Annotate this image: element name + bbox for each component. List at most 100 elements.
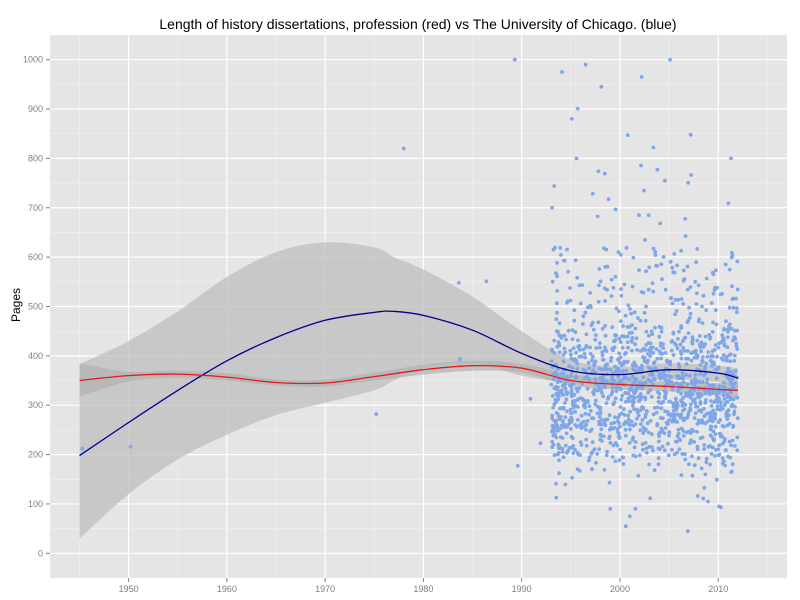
- data-point: [704, 456, 709, 461]
- data-point: [625, 376, 630, 381]
- data-point: [681, 429, 686, 433]
- data-point: [689, 379, 694, 384]
- data-point: [689, 438, 693, 443]
- data-point: [710, 436, 715, 440]
- data-point: [695, 338, 700, 343]
- data-point: [670, 339, 675, 343]
- data-point: [611, 402, 616, 407]
- data-point: [728, 359, 733, 364]
- data-point: [616, 415, 621, 420]
- data-point: [735, 416, 740, 421]
- chicago-confidence-band: [79, 242, 738, 539]
- data-point: [613, 207, 618, 212]
- data-point: [643, 318, 648, 323]
- data-point: [549, 359, 554, 363]
- data-point: [690, 473, 695, 478]
- data-point: [618, 424, 622, 429]
- data-point: [656, 456, 661, 460]
- data-point: [662, 431, 667, 436]
- data-point: [727, 422, 732, 426]
- data-point: [722, 403, 727, 407]
- data-point: [633, 326, 638, 331]
- data-point: [528, 396, 533, 401]
- data-point: [631, 423, 636, 428]
- data-point: [550, 416, 555, 421]
- data-point: [729, 443, 733, 448]
- data-point: [720, 292, 724, 296]
- data-point: [590, 191, 595, 196]
- data-point: [681, 278, 686, 283]
- data-point: [679, 324, 683, 329]
- data-point: [704, 460, 709, 465]
- data-point: [677, 447, 682, 452]
- data-point: [598, 432, 603, 437]
- data-point: [687, 394, 692, 398]
- data-point: [685, 529, 690, 533]
- data-point: [609, 277, 614, 282]
- data-point: [632, 445, 637, 450]
- data-point: [692, 416, 697, 420]
- data-point: [735, 395, 739, 400]
- data-point: [604, 453, 609, 458]
- data-point: [651, 351, 655, 355]
- data-point: [703, 391, 708, 396]
- data-point: [583, 411, 588, 416]
- data-point: [560, 450, 565, 454]
- data-point: [584, 332, 589, 337]
- data-point: [561, 371, 565, 376]
- data-point: [639, 163, 643, 168]
- data-point: [717, 384, 722, 388]
- data-point: [714, 393, 719, 398]
- data-point: [648, 345, 653, 350]
- data-point: [663, 178, 667, 183]
- data-point: [622, 334, 627, 339]
- data-point: [681, 396, 685, 400]
- data-point: [643, 397, 648, 402]
- data-point: [681, 268, 686, 273]
- data-point: [651, 246, 656, 251]
- data-point: [622, 413, 627, 417]
- data-point: [657, 334, 662, 339]
- data-point: [721, 393, 726, 398]
- data-point: [674, 439, 678, 444]
- data-point: [573, 357, 577, 362]
- data-point: [555, 274, 559, 279]
- data-point: [639, 395, 644, 399]
- data-point: [686, 180, 691, 185]
- data-point: [562, 258, 567, 263]
- data-point: [638, 398, 643, 402]
- data-point: [583, 405, 587, 410]
- data-point: [613, 396, 618, 401]
- data-point: [711, 320, 715, 325]
- data-point: [663, 351, 668, 355]
- data-point: [552, 453, 557, 457]
- data-point: [576, 418, 580, 422]
- data-point: [700, 304, 704, 309]
- data-point: [575, 275, 580, 280]
- data-point: [591, 368, 595, 372]
- data-point: [686, 356, 690, 361]
- data-point: [683, 416, 688, 421]
- data-point: [679, 412, 684, 417]
- data-point: [714, 268, 718, 273]
- data-point: [577, 354, 582, 359]
- data-point: [587, 404, 592, 408]
- data-point: [559, 334, 563, 339]
- data-point: [643, 441, 648, 445]
- data-point: [655, 422, 660, 427]
- data-point: [617, 351, 622, 356]
- data-point: [656, 395, 661, 400]
- data-point: [676, 427, 681, 432]
- data-point: [717, 452, 722, 457]
- data-point: [658, 416, 663, 420]
- data-point: [457, 357, 462, 362]
- data-point: [733, 381, 738, 385]
- data-point: [590, 416, 594, 421]
- data-point: [635, 348, 639, 352]
- data-point: [663, 409, 667, 414]
- data-point: [627, 325, 632, 329]
- data-point: [625, 340, 630, 344]
- data-point: [550, 205, 554, 210]
- data-point: [675, 346, 680, 351]
- data-point: [623, 313, 628, 318]
